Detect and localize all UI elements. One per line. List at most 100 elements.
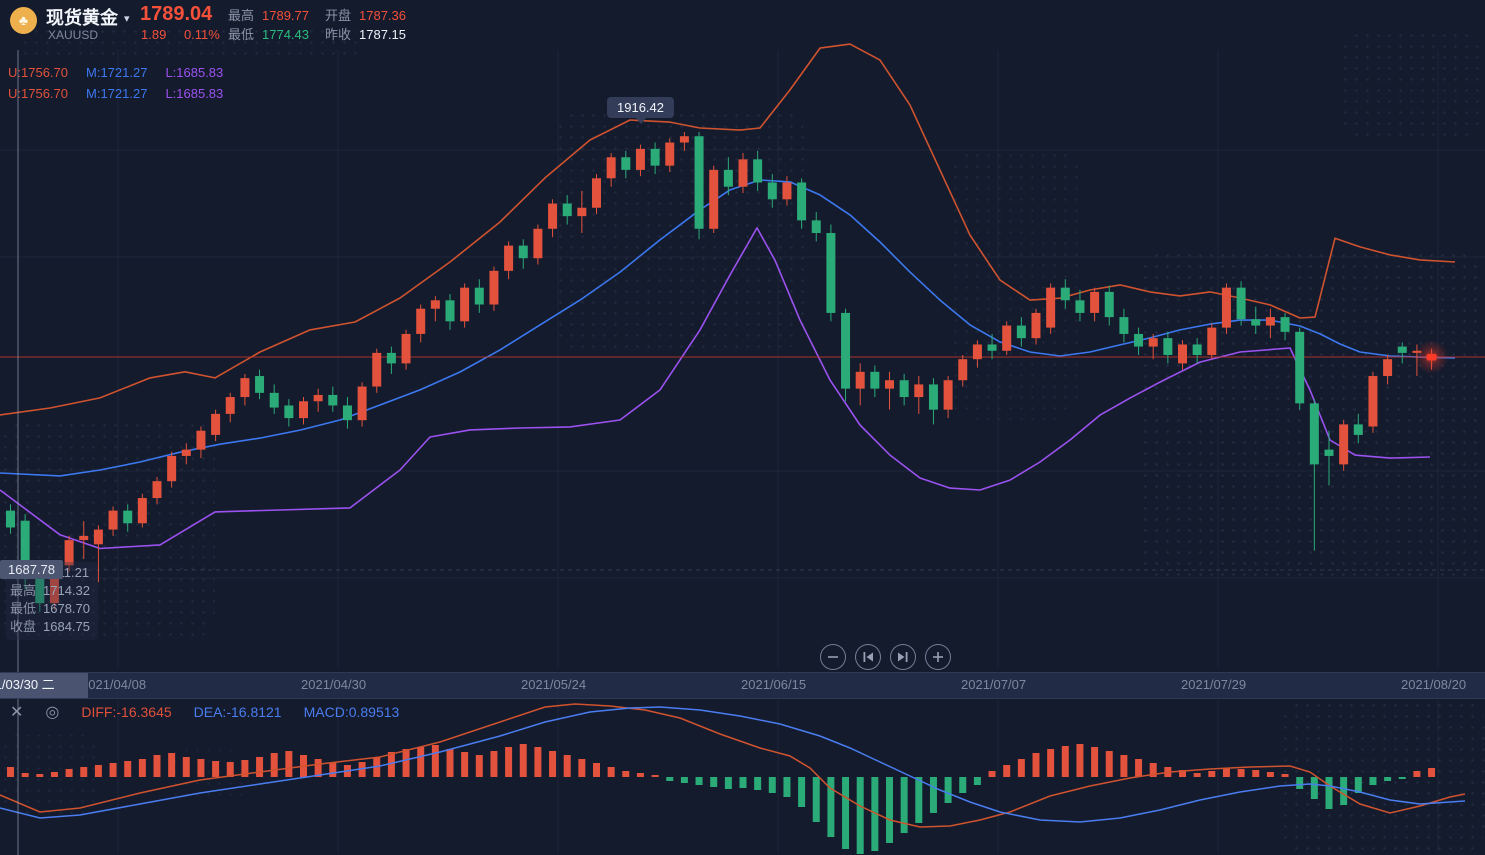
candle-body bbox=[606, 157, 616, 179]
macd-bar bbox=[739, 777, 747, 788]
pan-to-start-button[interactable] bbox=[855, 644, 881, 670]
candle-body bbox=[1192, 344, 1202, 355]
macd-dea-value: DEA:-16.8121 bbox=[193, 704, 282, 720]
candle-body bbox=[342, 405, 352, 421]
macd-bar bbox=[1135, 759, 1143, 777]
stat-low: 最低 1774.43 bbox=[228, 27, 310, 42]
pan-to-end-button[interactable] bbox=[890, 644, 916, 670]
candle-body bbox=[987, 344, 997, 351]
boll-row: U:1756.70 M:1721.27 L:1685.83 bbox=[8, 86, 224, 101]
macd-bar bbox=[1179, 770, 1186, 777]
macd-indicator-header: ✕ ◎ DIFF:-16.3645 DEA:-16.8121 MACD:0.89… bbox=[10, 702, 399, 722]
tooltip-row: 收盘 1684.75 bbox=[10, 619, 91, 634]
macd-bar bbox=[1237, 769, 1245, 777]
gold-coin-icon: ♣ bbox=[10, 7, 37, 34]
zoom-in-button[interactable] bbox=[925, 644, 951, 670]
candle-body bbox=[1397, 346, 1407, 353]
quote-header: ♣ 现货黄金 ▾ XAUUSD 1789.04 1.89 0.11% 最高 1789… bbox=[0, 0, 1485, 48]
candle-body bbox=[738, 159, 748, 187]
close-indicator-icon[interactable]: ✕ bbox=[10, 704, 24, 721]
macd-bar bbox=[1310, 777, 1318, 799]
macd-bar bbox=[241, 760, 249, 777]
macd-bar bbox=[1354, 777, 1362, 793]
last-price: 1789.04 bbox=[140, 3, 213, 25]
candle-body bbox=[255, 376, 265, 393]
candle-body bbox=[1236, 287, 1246, 320]
candle-body bbox=[137, 498, 147, 524]
macd-bar bbox=[1281, 774, 1289, 777]
macd-bar bbox=[109, 763, 117, 777]
macd-dea-line bbox=[0, 706, 1466, 823]
candle-body bbox=[1353, 424, 1363, 435]
macd-bar bbox=[80, 767, 88, 777]
macd-bar bbox=[842, 777, 850, 849]
stat-open: 开盘 1787.36 bbox=[325, 8, 407, 23]
stat-prev-close: 昨收 1787.15 bbox=[325, 27, 407, 42]
boll-band-upper bbox=[0, 43, 1456, 416]
candle-body bbox=[35, 569, 45, 604]
candle-body bbox=[328, 394, 338, 406]
macd-bar bbox=[1017, 759, 1025, 777]
macd-bar bbox=[7, 767, 14, 777]
axis-date-label: 2021/04/08 bbox=[81, 677, 147, 692]
macd-bar bbox=[783, 777, 791, 797]
candle-body bbox=[1163, 338, 1173, 355]
candle-body bbox=[313, 394, 323, 402]
time-axis[interactable]: 2021/03/30 二 2021/04/08 2021/04/30 2021/05… bbox=[0, 672, 1485, 699]
candle-body bbox=[914, 384, 924, 398]
macd-bar bbox=[182, 757, 190, 777]
axis-date-label: 2021/07/07 bbox=[961, 677, 1027, 692]
candle-body bbox=[518, 245, 528, 259]
candle-body bbox=[665, 142, 675, 166]
macd-bar bbox=[226, 762, 234, 777]
candle-body bbox=[386, 352, 396, 364]
macd-bar bbox=[563, 755, 571, 777]
candle-body bbox=[357, 386, 367, 421]
candle-body bbox=[782, 182, 792, 200]
candle-body bbox=[1090, 291, 1100, 313]
candle-body bbox=[416, 308, 426, 334]
candle-body bbox=[284, 405, 294, 419]
candle-body bbox=[299, 401, 308, 419]
macd-bar bbox=[358, 762, 366, 777]
candle-body bbox=[1002, 325, 1012, 351]
macd-bar bbox=[1340, 777, 1348, 805]
candle-body bbox=[1075, 300, 1085, 313]
macd-bar bbox=[1266, 772, 1274, 777]
candle-body bbox=[841, 312, 851, 389]
macd-bar bbox=[1193, 773, 1201, 777]
candle-body bbox=[1046, 287, 1056, 328]
macd-bar bbox=[1398, 777, 1406, 779]
macd-bar bbox=[929, 777, 937, 813]
candle-body bbox=[826, 232, 836, 313]
marker-pointer bbox=[634, 117, 647, 124]
macd-bar bbox=[153, 755, 161, 777]
boll-band-lower bbox=[0, 227, 1431, 550]
change-value: 1.89 bbox=[141, 27, 167, 42]
axis-date-label: 2021/06/15 bbox=[741, 677, 807, 692]
macd-bar bbox=[461, 752, 469, 777]
candle-body bbox=[635, 148, 645, 170]
zoom-out-button[interactable] bbox=[820, 644, 846, 670]
candle-body bbox=[709, 169, 719, 229]
candle-body bbox=[401, 333, 411, 364]
macd-bar bbox=[1032, 753, 1040, 777]
candle-body bbox=[152, 481, 162, 499]
candle-body bbox=[1309, 403, 1319, 465]
candle-body bbox=[650, 148, 660, 166]
candle-body bbox=[972, 344, 982, 360]
macd-bar bbox=[36, 774, 44, 777]
indicator-settings-icon[interactable]: ◎ bbox=[45, 704, 60, 721]
candle-body bbox=[855, 371, 865, 389]
candle-body bbox=[1221, 287, 1231, 328]
candle-body bbox=[1339, 424, 1349, 465]
macd-bar bbox=[417, 747, 425, 777]
macd-bar bbox=[65, 769, 73, 777]
candle-body bbox=[1265, 317, 1275, 326]
candle-body bbox=[1280, 317, 1290, 332]
chart-zoom-controls bbox=[820, 644, 951, 670]
macd-bar bbox=[988, 771, 996, 777]
symbol-selector[interactable]: 现货黄金 ▾ bbox=[46, 4, 130, 30]
